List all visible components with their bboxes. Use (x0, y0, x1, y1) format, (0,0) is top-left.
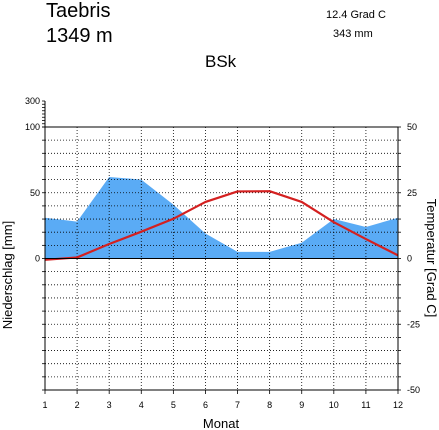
mean-temperature: 12.4 Grad C (326, 9, 386, 21)
precipitation-area (45, 176, 398, 259)
station-altitude: 1349 m (46, 25, 113, 47)
y-right-tick-label: 50 (407, 122, 417, 132)
x-tick-label: 4 (139, 400, 144, 410)
temperature-line-layer (44, 190, 399, 261)
x-tick-label: 12 (393, 400, 403, 410)
x-tick-label: 2 (75, 400, 80, 410)
y-right-tick-label: 25 (407, 188, 417, 198)
y-right-tick-label: -50 (407, 385, 420, 395)
x-tick-label: 8 (267, 400, 272, 410)
y-left-tick-label: 50 (30, 188, 40, 198)
temperature-line (44, 190, 399, 261)
axes-layer (42, 100, 401, 394)
y-left-tick-label: 0 (35, 254, 40, 264)
x-tick-label: 9 (299, 400, 304, 410)
x-tick-label: 10 (329, 400, 339, 410)
y-right-tick-label: -25 (407, 319, 420, 329)
annual-precipitation: 343 mm (333, 28, 373, 40)
x-tick-label: 3 (107, 400, 112, 410)
y-axis-right-title: Temperatur [Grad C] (424, 199, 439, 318)
x-axis-title: Monat (203, 416, 240, 430)
x-tick-label: 5 (171, 400, 176, 410)
station-name: Taebris (46, 0, 110, 22)
climate-classification: BSk (205, 52, 237, 71)
x-tick-label: 1 (42, 400, 47, 410)
y-right-tick-label: 0 (407, 254, 412, 264)
precipitation-area-layer (45, 176, 398, 259)
y-left-tick-label: 300 (25, 96, 40, 106)
grid-layer (44, 126, 399, 391)
x-tick-label: 11 (361, 400, 370, 410)
y-left-tick-label: 100 (25, 122, 40, 132)
y-axis-left-title: Niederschlag [mm] (0, 221, 15, 329)
x-tick-label: 6 (203, 400, 208, 410)
x-tick-label: 7 (235, 400, 240, 410)
